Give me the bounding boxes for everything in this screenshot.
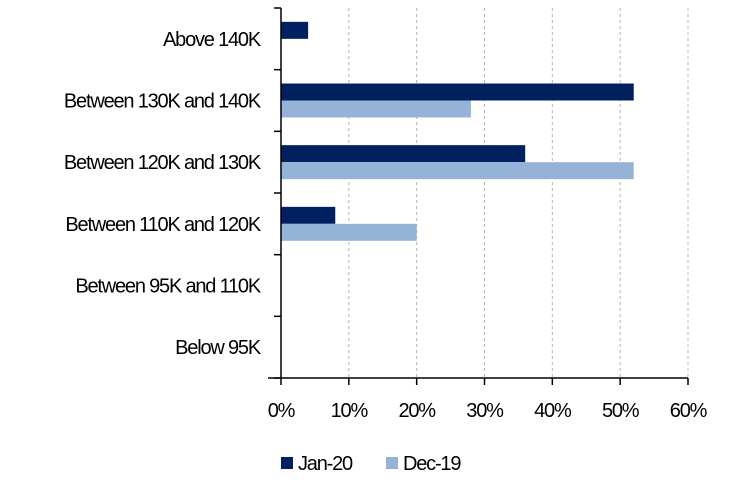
- bar: [281, 83, 634, 101]
- x-tick-label: 60%: [670, 400, 708, 422]
- category-labels: Above 140K Between 130K and 140K Between 1…: [64, 29, 263, 359]
- axes: [268, 7, 689, 385]
- category-label: Between 130K and 140K: [64, 91, 262, 113]
- legend-swatch: [386, 457, 398, 469]
- bar: [281, 162, 634, 180]
- bar: [281, 145, 526, 163]
- x-tick-label: 50%: [602, 400, 640, 422]
- category-label: Below 95K: [175, 337, 262, 359]
- bar: [281, 206, 336, 224]
- gridlines: [348, 8, 689, 378]
- category-label: Between 120K and 130K: [64, 152, 262, 174]
- legend: Jan-20 Dec-19: [281, 453, 463, 475]
- x-tick-label: 0%: [268, 400, 296, 422]
- bar: [281, 223, 417, 241]
- x-tick-labels: 0% 10% 20% 30% 40% 50% 60%: [268, 400, 709, 422]
- category-label: Between 95K and 110K: [75, 276, 262, 298]
- bar: [281, 100, 471, 118]
- category-label: Between 110K and 120K: [65, 214, 261, 236]
- bars: [281, 21, 634, 241]
- x-tick-label: 40%: [534, 400, 572, 422]
- legend-label: Dec-19: [403, 453, 461, 475]
- legend-swatch: [281, 457, 293, 469]
- legend-label: Jan-20: [298, 453, 353, 475]
- bar: [281, 21, 309, 39]
- x-tick-label: 20%: [398, 400, 436, 422]
- x-tick-label: 30%: [466, 400, 504, 422]
- category-label: Above 140K: [163, 29, 262, 51]
- x-tick-label: 10%: [331, 400, 369, 422]
